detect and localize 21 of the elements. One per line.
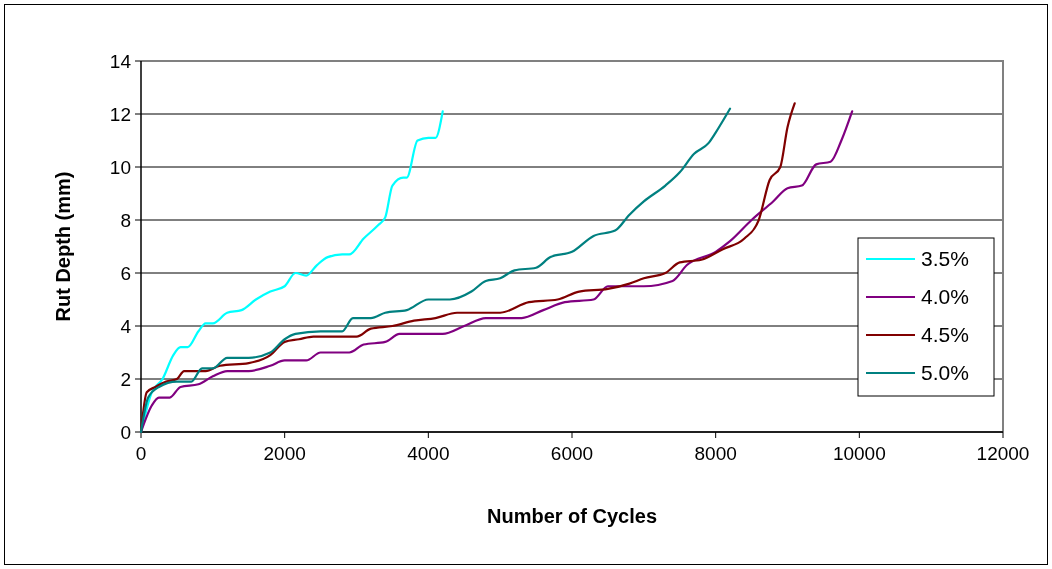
y-tick-label: 4 <box>120 315 132 337</box>
y-axis-title: Rut Depth (mm) <box>52 171 74 322</box>
x-tick-label: 6000 <box>550 443 594 464</box>
legend-label: 5.0% <box>921 361 969 385</box>
legend-label: 3.5% <box>921 247 969 271</box>
y-tick-label: 10 <box>109 156 131 178</box>
y-tick-label: 14 <box>109 50 132 72</box>
x-tick-label: 10000 <box>832 443 886 464</box>
legend-label: 4.0% <box>921 285 969 309</box>
x-tick-label: 0 <box>135 443 147 464</box>
x-tick-label: 12000 <box>976 443 1030 464</box>
y-tick-label: 0 <box>120 421 131 443</box>
x-tick-label: 4000 <box>407 443 450 464</box>
y-tick-label: 8 <box>120 209 131 231</box>
x-axis-title: Number of Cycles <box>486 505 658 527</box>
y-tick-label: 2 <box>120 368 131 390</box>
legend-label: 4.5% <box>921 323 969 347</box>
y-tick-label: 6 <box>120 262 131 284</box>
x-tick-label: 2000 <box>263 443 306 464</box>
y-tick-label: 12 <box>109 103 131 125</box>
x-tick-label: 8000 <box>694 443 737 464</box>
